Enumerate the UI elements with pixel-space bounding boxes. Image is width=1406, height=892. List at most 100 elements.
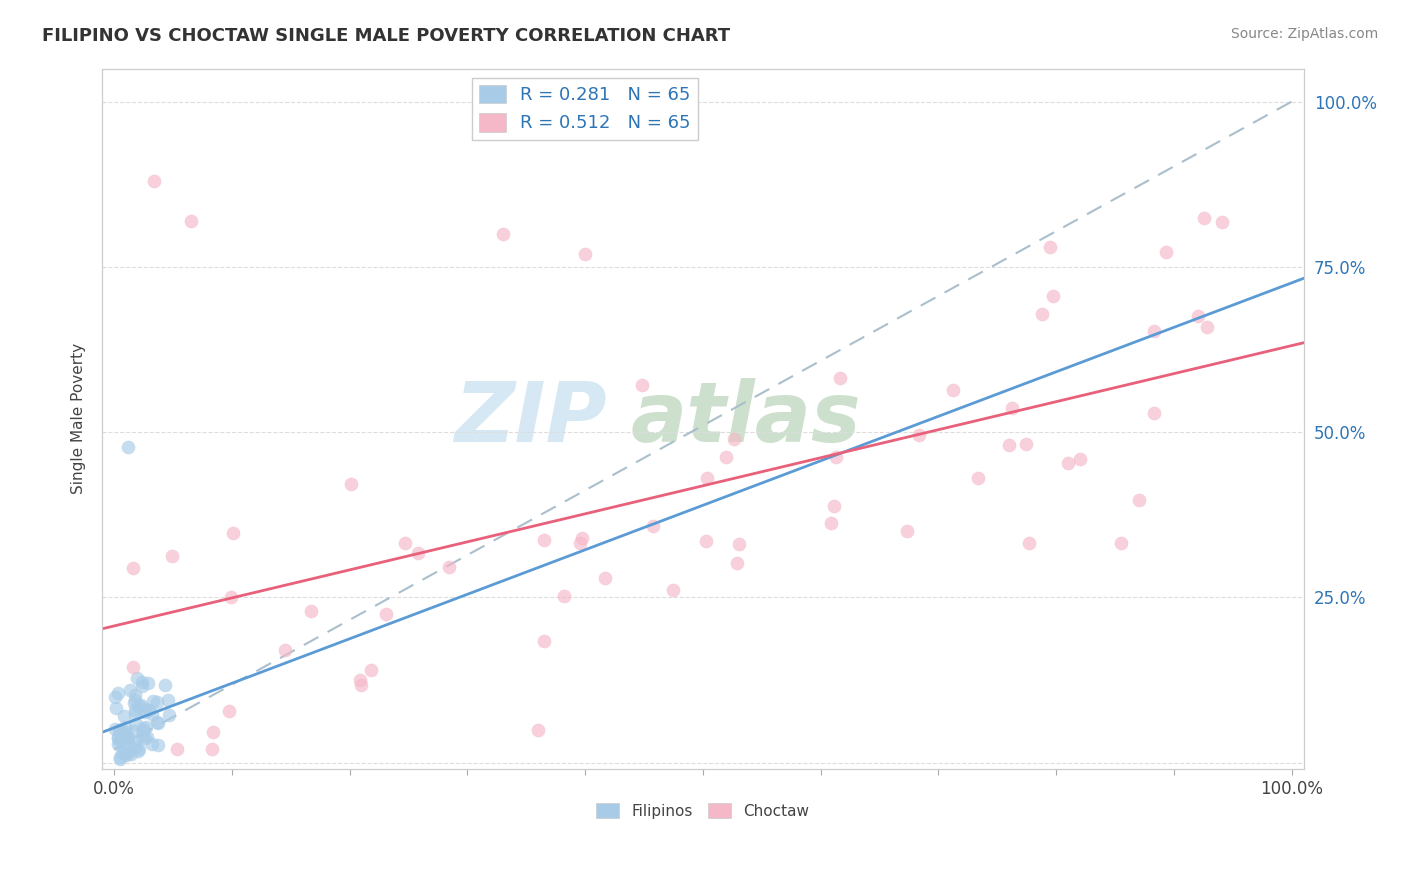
Point bbox=[202, 725, 225, 739]
Text: Source: ZipAtlas.com: Source: ZipAtlas.com bbox=[1230, 27, 1378, 41]
Point bbox=[1015, 436, 1038, 450]
Point bbox=[122, 696, 145, 710]
Point bbox=[112, 729, 135, 743]
Point bbox=[104, 700, 127, 714]
Point bbox=[120, 747, 142, 762]
Point bbox=[1192, 211, 1215, 226]
Point bbox=[1042, 289, 1064, 303]
Point bbox=[825, 450, 848, 464]
Point bbox=[1039, 240, 1062, 254]
Point bbox=[117, 746, 139, 760]
Point bbox=[941, 383, 963, 397]
Point bbox=[117, 735, 139, 749]
Point bbox=[492, 227, 515, 241]
Point bbox=[299, 604, 322, 618]
Point bbox=[117, 731, 139, 746]
Text: atlas: atlas bbox=[631, 378, 862, 459]
Point bbox=[643, 519, 665, 533]
Point bbox=[110, 732, 132, 747]
Point bbox=[553, 589, 575, 603]
Point bbox=[340, 477, 363, 491]
Point bbox=[1018, 536, 1040, 550]
Point bbox=[1195, 320, 1218, 334]
Point bbox=[108, 723, 131, 737]
Point bbox=[568, 536, 591, 550]
Point bbox=[108, 734, 131, 748]
Point bbox=[1143, 324, 1166, 338]
Point bbox=[107, 737, 129, 751]
Point bbox=[824, 500, 846, 514]
Point bbox=[128, 741, 150, 756]
Point bbox=[160, 549, 183, 563]
Text: ZIP: ZIP bbox=[454, 378, 607, 459]
Point bbox=[1143, 407, 1166, 421]
Point bbox=[828, 371, 851, 385]
Point bbox=[146, 716, 169, 731]
Point bbox=[124, 735, 146, 749]
Point bbox=[124, 740, 146, 755]
Point bbox=[117, 730, 139, 744]
Point bbox=[143, 174, 166, 188]
Point bbox=[998, 438, 1021, 452]
Point bbox=[125, 716, 148, 731]
Point bbox=[122, 660, 145, 674]
Point bbox=[104, 723, 127, 737]
Point bbox=[129, 698, 152, 713]
Point bbox=[131, 674, 153, 689]
Point bbox=[107, 731, 129, 746]
Point bbox=[1187, 309, 1209, 323]
Point bbox=[131, 723, 153, 738]
Point bbox=[1154, 245, 1177, 260]
Point bbox=[360, 663, 382, 677]
Point bbox=[350, 678, 373, 692]
Point bbox=[115, 748, 138, 763]
Point bbox=[1109, 536, 1132, 550]
Point bbox=[723, 432, 745, 446]
Point bbox=[166, 742, 188, 756]
Point bbox=[406, 546, 429, 560]
Point bbox=[967, 471, 990, 485]
Point bbox=[124, 688, 146, 702]
Point bbox=[157, 707, 180, 722]
Point bbox=[122, 723, 145, 738]
Point bbox=[349, 673, 371, 687]
Text: FILIPINO VS CHOCTAW SINGLE MALE POVERTY CORRELATION CHART: FILIPINO VS CHOCTAW SINGLE MALE POVERTY … bbox=[42, 27, 730, 45]
Point bbox=[114, 720, 136, 734]
Point bbox=[728, 536, 751, 550]
Point bbox=[114, 727, 136, 741]
Point bbox=[111, 747, 134, 761]
Point bbox=[145, 695, 167, 709]
Point bbox=[1057, 456, 1080, 470]
Point bbox=[104, 690, 127, 704]
Point bbox=[134, 702, 156, 716]
Point bbox=[136, 731, 159, 745]
Point bbox=[222, 526, 245, 541]
Point bbox=[180, 213, 202, 227]
Point bbox=[439, 559, 461, 574]
Point bbox=[1069, 451, 1091, 466]
Point bbox=[125, 671, 148, 685]
Point bbox=[896, 524, 918, 538]
Point bbox=[128, 698, 150, 713]
Point bbox=[725, 556, 748, 570]
Point bbox=[131, 729, 153, 743]
Point bbox=[1128, 493, 1150, 508]
Point bbox=[533, 634, 555, 648]
Point bbox=[107, 685, 129, 699]
Point bbox=[107, 730, 129, 744]
Point bbox=[631, 377, 654, 392]
Point bbox=[141, 707, 163, 722]
Point bbox=[141, 737, 163, 751]
Point bbox=[127, 743, 149, 757]
Point bbox=[132, 721, 155, 735]
Point bbox=[134, 731, 156, 746]
Point bbox=[820, 516, 842, 530]
Point bbox=[146, 715, 169, 730]
Point bbox=[124, 693, 146, 707]
Point bbox=[1031, 307, 1053, 321]
Point bbox=[124, 703, 146, 717]
Point bbox=[146, 738, 169, 752]
Point bbox=[110, 723, 132, 737]
Point bbox=[155, 678, 177, 692]
Point bbox=[108, 750, 131, 764]
